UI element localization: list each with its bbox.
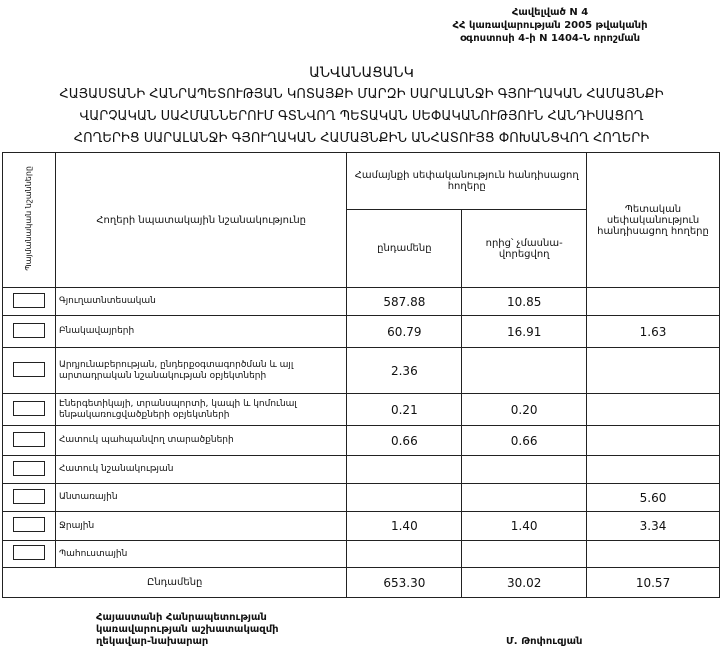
position-line: ղեկավար-նախարար: [96, 636, 209, 647]
symbol-cell: [2, 511, 56, 541]
header-non-privatized: որից՝ չմասնա-վորեցվող: [461, 209, 588, 288]
table-row: Բնակավայրերի 60.79 16.91 1.63: [2, 315, 720, 348]
summary-state: 10.57: [586, 567, 720, 598]
annex-line: օգոստոսի 4-ի N 1404-Ն որոշման: [459, 33, 641, 44]
title-line: ԱՆՎԱՆԱՑԱՆԿ: [309, 65, 414, 81]
total-cell: 2.36: [346, 347, 463, 394]
state-cell: [586, 393, 720, 426]
header-symbols: Պայմանական նշանները: [2, 152, 56, 288]
title-line: ՎԱՐՉԱԿԱՆ ՍԱՀՄԱՆՆԵՐՈՒՄ ԳՏՆՎՈՂ ՊԵՏԱԿԱՆ ՍԵՓ…: [79, 109, 644, 124]
non-privatized-cell: 10.85: [461, 287, 588, 316]
non-privatized-cell: [461, 347, 588, 394]
state-cell: [586, 347, 720, 394]
table-row: Հատուկ պահպանվող տարածքների 0.66 0.66: [2, 425, 720, 456]
state-cell: 1.63: [586, 315, 720, 348]
symbol-cell: [2, 540, 56, 568]
state-cell: [586, 540, 720, 568]
table-row: Գյուղատնտեսական 587.88 10.85: [2, 287, 720, 316]
purpose-cell: Ջրային: [54, 511, 348, 541]
symbol-cell: [2, 287, 56, 316]
title-line: ՀՈՂԵՐԻՑ ՍԱՐԱԼԱՆՋԻ ԳՅՈՒՂԱԿԱՆ ՀԱՄԱՅՆՔԻՆ ԱՆ…: [73, 131, 650, 146]
total-cell: [346, 455, 463, 484]
symbol-cell: [2, 393, 56, 426]
legend-symbol-icon: [12, 292, 45, 308]
legend-symbol-icon: [12, 460, 45, 476]
total-cell: 0.66: [346, 425, 463, 456]
table-row: Էներգետիկայի, տրանսպորտի, կապի և կոմունա…: [2, 393, 720, 426]
symbol-cell: [2, 425, 56, 456]
symbol-cell: [2, 315, 56, 348]
purpose-cell: Գյուղատնտեսական: [54, 287, 348, 316]
annex-note: Հավելված N 4 ՀՀ կառավարության 2005 թվակա…: [400, 6, 700, 45]
state-cell: [586, 425, 720, 456]
legend-symbol-icon: [12, 517, 45, 532]
non-privatized-cell: 0.66: [461, 425, 588, 456]
annex-line: ՀՀ կառավարության 2005 թվականի: [452, 20, 648, 31]
purpose-cell: Էներգետիկայի, տրանսպորտի, կապի և կոմունա…: [54, 393, 348, 426]
state-cell: [586, 455, 720, 484]
non-privatized-cell: [461, 483, 588, 512]
table-row: Պահուստային: [2, 540, 720, 568]
state-cell: 5.60: [586, 483, 720, 512]
legend-symbol-icon: [12, 488, 45, 504]
purpose-cell: Անտառային: [54, 483, 348, 512]
title-line: ՀԱՅԱՍՏԱՆԻ ՀԱՆՐԱՊԵՏՈՒԹՅԱՆ ԿՈՏԱՅՔԻ ՄԱՐԶԻ Ս…: [59, 87, 664, 102]
table-row: Անտառային 5.60: [2, 483, 720, 512]
summary-total: 653.30: [346, 567, 463, 598]
total-cell: 587.88: [346, 287, 463, 316]
purpose-cell: Պահուստային: [54, 540, 348, 568]
summary-label: Ընդամենը: [1, 567, 348, 598]
purpose-cell: Բնակավայրերի: [54, 315, 348, 348]
position-line: կառավարության աշխատակազմի: [96, 624, 279, 635]
header-state: Պետական սեփականություն հանդիսացող հողերը: [586, 152, 720, 288]
symbol-cell: [2, 483, 56, 512]
legend-symbol-icon: [12, 322, 45, 338]
total-cell: 60.79: [346, 315, 463, 348]
land-table: Պայմանական նշանները Հողերի նպատակային նշ…: [1, 152, 720, 598]
table-row: Հատուկ նշանակության: [2, 455, 720, 484]
total-cell: [346, 483, 463, 512]
total-cell: 0.21: [346, 393, 463, 426]
total-cell: 1.40: [346, 511, 463, 541]
signatory-position: Հայաստանի Հանրապետության կառավարության ա…: [96, 612, 279, 648]
non-privatized-cell: 0.20: [461, 393, 588, 426]
legend-symbol-icon: [12, 545, 45, 560]
symbol-cell: [2, 347, 56, 394]
summary-row: Ընդամենը 653.30 30.02 10.57: [1, 567, 720, 598]
non-privatized-cell: [461, 540, 588, 568]
header-purpose: Հողերի նպատակային նշանակությունը: [54, 152, 348, 288]
header-community: Համայնքի սեփականություն հանդիսացող հողեր…: [346, 152, 588, 210]
purpose-cell: Արդյունաբերության, ընդերքօգտագործման և ա…: [54, 347, 348, 394]
header-total: ընդամենը: [346, 209, 463, 288]
table-row: Ջրային 1.40 1.40 3.34: [2, 511, 720, 541]
summary-non-privatized: 30.02: [461, 567, 588, 598]
purpose-cell: Հատուկ նշանակության: [54, 455, 348, 484]
non-privatized-cell: 1.40: [461, 511, 588, 541]
state-cell: [586, 287, 720, 316]
legend-symbol-icon: [12, 400, 45, 416]
non-privatized-cell: [461, 455, 588, 484]
state-cell: 3.34: [586, 511, 720, 541]
document-title: ԱՆՎԱՆԱՑԱՆԿ ՀԱՅԱՍՏԱՆԻ ՀԱՆՐԱՊԵՏՈՒԹՅԱՆ ԿՈՏԱ…: [0, 62, 723, 150]
legend-symbol-icon: [12, 431, 45, 447]
annex-line: Հավելված N 4: [511, 7, 589, 18]
legend-symbol-icon: [12, 361, 45, 377]
symbol-cell: [2, 455, 56, 484]
non-privatized-cell: 16.91: [461, 315, 588, 348]
purpose-cell: Հատուկ պահպանվող տարածքների: [54, 425, 348, 456]
table-row: Արդյունաբերության, ընդերքօգտագործման և ա…: [2, 347, 720, 394]
signatory-name: Մ. Թոփուզյան: [506, 636, 583, 647]
total-cell: [346, 540, 463, 568]
position-line: Հայաստանի Հանրապետության: [96, 612, 267, 623]
